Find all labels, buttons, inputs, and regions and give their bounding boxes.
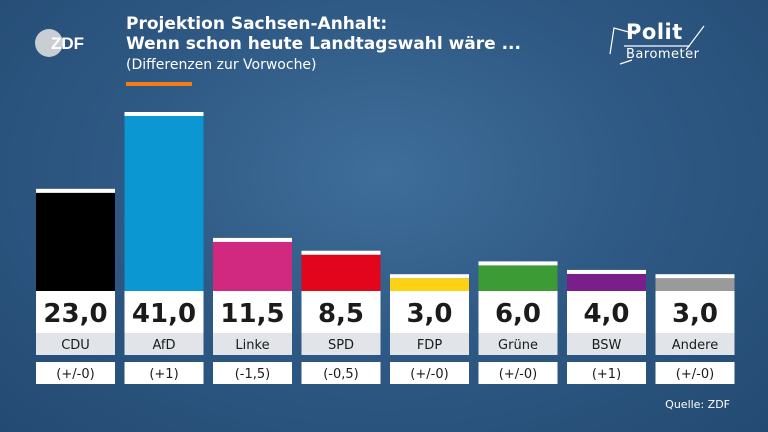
change-box-bsw bbox=[567, 362, 646, 384]
change-box-spd bbox=[301, 362, 381, 384]
category-box-cdu bbox=[36, 333, 115, 355]
change-label-spd: (-0,5) bbox=[323, 367, 359, 382]
politbarometer-logo-line-2: Barometer bbox=[626, 47, 700, 62]
bar-afd bbox=[124, 116, 204, 291]
value-box-fdp bbox=[390, 291, 469, 333]
category-label-spd: SPD bbox=[328, 338, 354, 353]
value-box-bsw bbox=[567, 291, 646, 333]
category-box-bsw bbox=[567, 333, 646, 355]
category-box-fdp bbox=[390, 333, 469, 355]
bar-cap-linke bbox=[213, 237, 292, 242]
value-label-gruene: 6,0 bbox=[495, 299, 541, 329]
category-box-linke bbox=[213, 333, 292, 355]
category-label-andere: Andere bbox=[672, 338, 718, 353]
value-label-cdu: 23,0 bbox=[43, 299, 107, 329]
bar-linke bbox=[213, 241, 292, 291]
value-label-bsw: 4,0 bbox=[583, 299, 629, 329]
bar-fdp bbox=[390, 278, 469, 291]
value-box-spd bbox=[301, 291, 381, 333]
category-label-afd: AfD bbox=[152, 338, 175, 353]
change-box-fdp bbox=[390, 362, 469, 384]
category-box-afd bbox=[124, 333, 204, 355]
change-label-gruene: (+/-0) bbox=[499, 367, 537, 382]
title-accent-bar bbox=[126, 82, 192, 86]
category-label-cdu: CDU bbox=[61, 338, 90, 353]
bar-cap-fdp bbox=[390, 274, 469, 279]
change-box-cdu bbox=[36, 362, 115, 384]
category-label-gruene: Grüne bbox=[498, 338, 538, 353]
value-label-linke: 11,5 bbox=[220, 299, 284, 329]
change-box-gruene bbox=[478, 362, 558, 384]
politbarometer-logo: Polit Barometer bbox=[606, 20, 716, 72]
bar-cap-cdu bbox=[36, 188, 115, 193]
bar-cap-afd bbox=[124, 112, 204, 116]
change-box-afd bbox=[124, 362, 204, 384]
value-label-spd: 8,5 bbox=[318, 299, 364, 329]
politbarometer-frame-icon bbox=[609, 25, 705, 65]
change-label-afd: (+1) bbox=[149, 367, 178, 382]
value-box-linke bbox=[213, 291, 292, 333]
bar-cap-bsw bbox=[567, 269, 646, 274]
value-box-gruene bbox=[478, 291, 558, 333]
value-box-andere bbox=[655, 291, 735, 333]
change-label-bsw: (+1) bbox=[592, 367, 621, 382]
value-label-andere: 3,0 bbox=[672, 299, 718, 329]
value-box-cdu bbox=[36, 291, 115, 333]
bar-bsw bbox=[567, 273, 646, 291]
category-box-andere bbox=[655, 333, 735, 355]
category-label-bsw: BSW bbox=[592, 338, 622, 353]
category-box-gruene bbox=[478, 333, 558, 355]
bar-cap-andere bbox=[655, 274, 735, 279]
bar-cap-spd bbox=[301, 250, 381, 255]
chart-title-line-1: Projektion Sachsen-Anhalt: bbox=[126, 14, 388, 34]
change-label-linke: (-1,5) bbox=[235, 367, 271, 382]
change-label-cdu: (+/-0) bbox=[56, 367, 94, 382]
bar-cap-gruene bbox=[478, 261, 558, 266]
source-note: Quelle: ZDF bbox=[665, 398, 730, 411]
value-label-fdp: 3,0 bbox=[406, 299, 452, 329]
header: Projektion Sachsen-Anhalt: Wenn schon he… bbox=[126, 14, 521, 75]
politbarometer-logo-line-1: Polit bbox=[626, 20, 683, 44]
value-label-afd: 41,0 bbox=[132, 299, 196, 329]
zdf-logo-icon: ZDF bbox=[35, 29, 84, 57]
chart-title-line-2: Wenn schon heute Landtagswahl wäre ... bbox=[126, 34, 521, 54]
change-box-andere bbox=[655, 362, 735, 384]
value-box-afd bbox=[124, 291, 204, 333]
bar-cdu bbox=[36, 192, 115, 291]
category-label-fdp: FDP bbox=[417, 338, 442, 353]
category-box-spd bbox=[301, 333, 381, 355]
change-box-linke bbox=[213, 362, 292, 384]
bar-gruene bbox=[478, 265, 558, 291]
bar-andere bbox=[655, 278, 735, 291]
chart-subtitle: (Differenzen zur Vorwoche) bbox=[126, 57, 317, 73]
bar-spd bbox=[301, 254, 381, 291]
category-label-linke: Linke bbox=[235, 338, 269, 353]
zdf-logo-text: ZDF bbox=[51, 34, 84, 53]
change-label-andere: (+/-0) bbox=[676, 367, 714, 382]
change-label-fdp: (+/-0) bbox=[410, 367, 448, 382]
